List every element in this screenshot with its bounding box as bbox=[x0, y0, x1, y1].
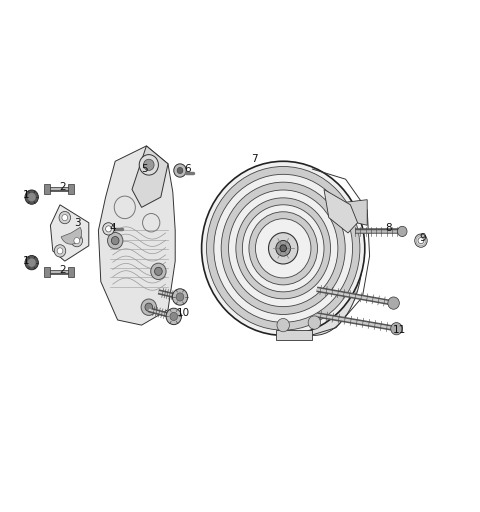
Circle shape bbox=[57, 248, 63, 254]
Circle shape bbox=[103, 223, 114, 235]
Text: 8: 8 bbox=[385, 223, 392, 233]
Circle shape bbox=[54, 245, 66, 257]
Circle shape bbox=[28, 259, 35, 266]
Circle shape bbox=[62, 215, 68, 221]
Circle shape bbox=[151, 263, 166, 280]
Circle shape bbox=[202, 161, 365, 335]
Text: 1: 1 bbox=[23, 189, 30, 200]
Circle shape bbox=[145, 303, 153, 311]
Polygon shape bbox=[50, 205, 89, 261]
Circle shape bbox=[59, 211, 71, 224]
Circle shape bbox=[176, 293, 184, 301]
Text: 7: 7 bbox=[251, 154, 258, 164]
Circle shape bbox=[71, 234, 83, 247]
Polygon shape bbox=[324, 189, 358, 233]
Circle shape bbox=[111, 237, 119, 245]
Circle shape bbox=[397, 226, 407, 237]
Circle shape bbox=[144, 159, 154, 170]
Bar bbox=[44, 267, 50, 277]
Circle shape bbox=[277, 318, 289, 332]
Circle shape bbox=[170, 312, 178, 321]
Circle shape bbox=[141, 157, 156, 173]
Text: 9: 9 bbox=[419, 233, 426, 243]
Circle shape bbox=[141, 299, 156, 315]
Circle shape bbox=[155, 267, 162, 275]
Ellipse shape bbox=[266, 177, 362, 335]
Bar bbox=[68, 267, 74, 277]
Text: 2: 2 bbox=[59, 182, 66, 192]
Wedge shape bbox=[61, 227, 82, 244]
Circle shape bbox=[268, 232, 298, 264]
Text: 1: 1 bbox=[23, 256, 30, 266]
Circle shape bbox=[177, 167, 183, 174]
Circle shape bbox=[166, 308, 181, 325]
Bar bbox=[68, 184, 74, 194]
Circle shape bbox=[106, 226, 111, 232]
Circle shape bbox=[108, 232, 123, 249]
Circle shape bbox=[28, 194, 35, 201]
Circle shape bbox=[280, 245, 287, 252]
Circle shape bbox=[25, 255, 38, 270]
Circle shape bbox=[74, 238, 80, 244]
Polygon shape bbox=[346, 200, 367, 225]
Text: 2: 2 bbox=[59, 265, 66, 275]
Polygon shape bbox=[132, 146, 168, 207]
Circle shape bbox=[145, 161, 153, 169]
Circle shape bbox=[276, 241, 290, 256]
Circle shape bbox=[388, 297, 399, 309]
Polygon shape bbox=[276, 330, 312, 340]
Text: 3: 3 bbox=[74, 218, 81, 228]
Text: 4: 4 bbox=[109, 223, 116, 233]
Bar bbox=[44, 184, 50, 194]
Circle shape bbox=[25, 190, 38, 204]
Text: 5: 5 bbox=[141, 164, 147, 174]
Polygon shape bbox=[98, 146, 175, 325]
Circle shape bbox=[139, 155, 158, 175]
Text: 10: 10 bbox=[177, 308, 190, 318]
Circle shape bbox=[174, 164, 186, 177]
Circle shape bbox=[308, 316, 321, 329]
Circle shape bbox=[172, 289, 188, 305]
Circle shape bbox=[418, 238, 424, 244]
Circle shape bbox=[391, 323, 402, 335]
Text: 6: 6 bbox=[184, 164, 191, 174]
Circle shape bbox=[415, 234, 427, 247]
Text: 11: 11 bbox=[393, 325, 406, 335]
